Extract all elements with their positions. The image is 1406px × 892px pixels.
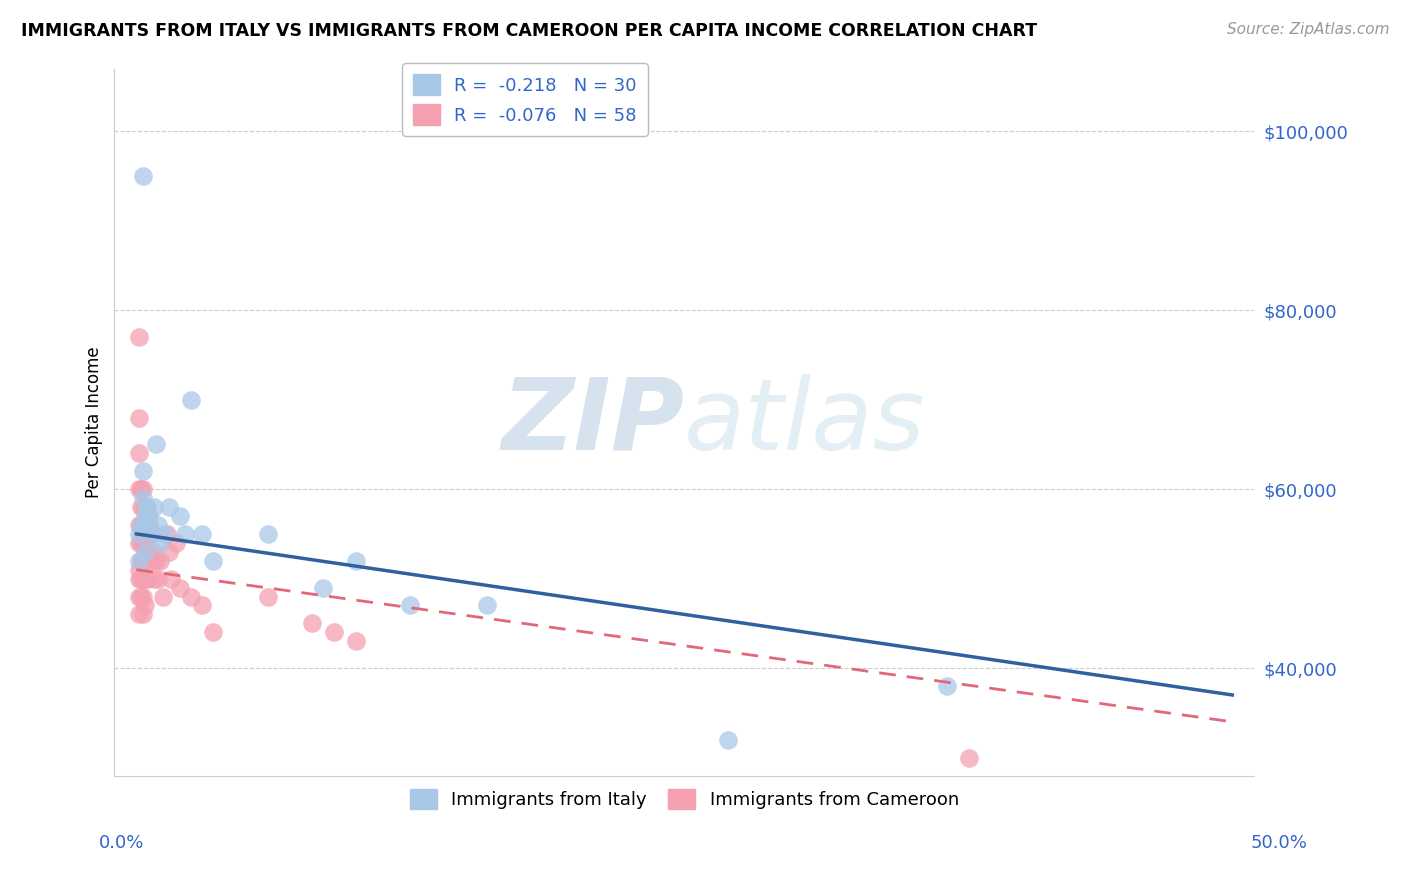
Point: [128, 607, 150, 622]
Text: ZIP: ZIP: [502, 374, 685, 470]
Point: [128, 572, 150, 586]
Point: [134, 508, 156, 523]
Point: [141, 554, 163, 568]
Point: [475, 599, 498, 613]
Point: [134, 545, 156, 559]
Point: [145, 554, 167, 568]
Point: [322, 625, 344, 640]
Point: [136, 517, 159, 532]
Point: [148, 517, 170, 532]
Text: 0.0%: 0.0%: [98, 834, 143, 852]
Point: [132, 572, 155, 586]
Point: [936, 679, 959, 693]
Point: [202, 625, 225, 640]
Point: [134, 536, 156, 550]
Point: [129, 590, 152, 604]
Point: [191, 527, 214, 541]
Point: [142, 572, 165, 586]
Point: [128, 410, 150, 425]
Point: [134, 500, 156, 514]
Point: [128, 590, 150, 604]
Point: [153, 527, 176, 541]
Point: [160, 572, 183, 586]
Point: [129, 517, 152, 532]
Point: [149, 536, 172, 550]
Point: [128, 527, 150, 541]
Point: [138, 517, 160, 532]
Point: [129, 500, 152, 514]
Point: [301, 616, 323, 631]
Point: [145, 437, 167, 451]
Point: [136, 508, 159, 523]
Point: [148, 572, 170, 586]
Point: [717, 732, 740, 747]
Point: [132, 590, 155, 604]
Point: [142, 545, 165, 559]
Text: 50.0%: 50.0%: [1251, 834, 1308, 852]
Point: [202, 554, 225, 568]
Point: [136, 527, 159, 541]
Point: [141, 527, 163, 541]
Point: [134, 517, 156, 532]
Point: [138, 545, 160, 559]
Y-axis label: Per Capita Income: Per Capita Income: [86, 346, 103, 498]
Point: [128, 517, 150, 532]
Point: [157, 500, 180, 514]
Point: [344, 554, 367, 568]
Point: [136, 572, 159, 586]
Point: [141, 527, 163, 541]
Point: [180, 392, 202, 407]
Point: [156, 527, 179, 541]
Point: [128, 446, 150, 460]
Point: [344, 634, 367, 648]
Text: atlas: atlas: [685, 374, 927, 470]
Legend: Immigrants from Italy, Immigrants from Cameroon: Immigrants from Italy, Immigrants from C…: [402, 781, 966, 816]
Point: [128, 536, 150, 550]
Point: [134, 572, 156, 586]
Point: [191, 599, 214, 613]
Point: [129, 482, 152, 496]
Point: [134, 599, 156, 613]
Point: [132, 500, 155, 514]
Point: [128, 563, 150, 577]
Point: [129, 517, 152, 532]
Point: [132, 607, 155, 622]
Point: [169, 508, 191, 523]
Point: [152, 590, 174, 604]
Text: IMMIGRANTS FROM ITALY VS IMMIGRANTS FROM CAMEROON PER CAPITA INCOME CORRELATION : IMMIGRANTS FROM ITALY VS IMMIGRANTS FROM…: [21, 22, 1038, 40]
Point: [136, 545, 159, 559]
Point: [138, 508, 160, 523]
Point: [128, 554, 150, 568]
Point: [311, 581, 333, 595]
Point: [257, 590, 280, 604]
Point: [128, 482, 150, 496]
Point: [134, 554, 156, 568]
Point: [129, 572, 152, 586]
Point: [180, 590, 202, 604]
Point: [132, 536, 155, 550]
Point: [132, 554, 155, 568]
Point: [132, 169, 155, 183]
Point: [149, 554, 172, 568]
Point: [142, 500, 165, 514]
Point: [173, 527, 195, 541]
Point: [957, 750, 980, 764]
Point: [169, 581, 191, 595]
Point: [165, 536, 187, 550]
Point: [132, 517, 155, 532]
Point: [129, 536, 152, 550]
Point: [157, 545, 180, 559]
Point: [128, 330, 150, 344]
Point: [132, 482, 155, 496]
Point: [132, 491, 155, 505]
Point: [132, 464, 155, 478]
Point: [257, 527, 280, 541]
Point: [129, 554, 152, 568]
Text: Source: ZipAtlas.com: Source: ZipAtlas.com: [1226, 22, 1389, 37]
Point: [399, 599, 422, 613]
Point: [136, 500, 159, 514]
